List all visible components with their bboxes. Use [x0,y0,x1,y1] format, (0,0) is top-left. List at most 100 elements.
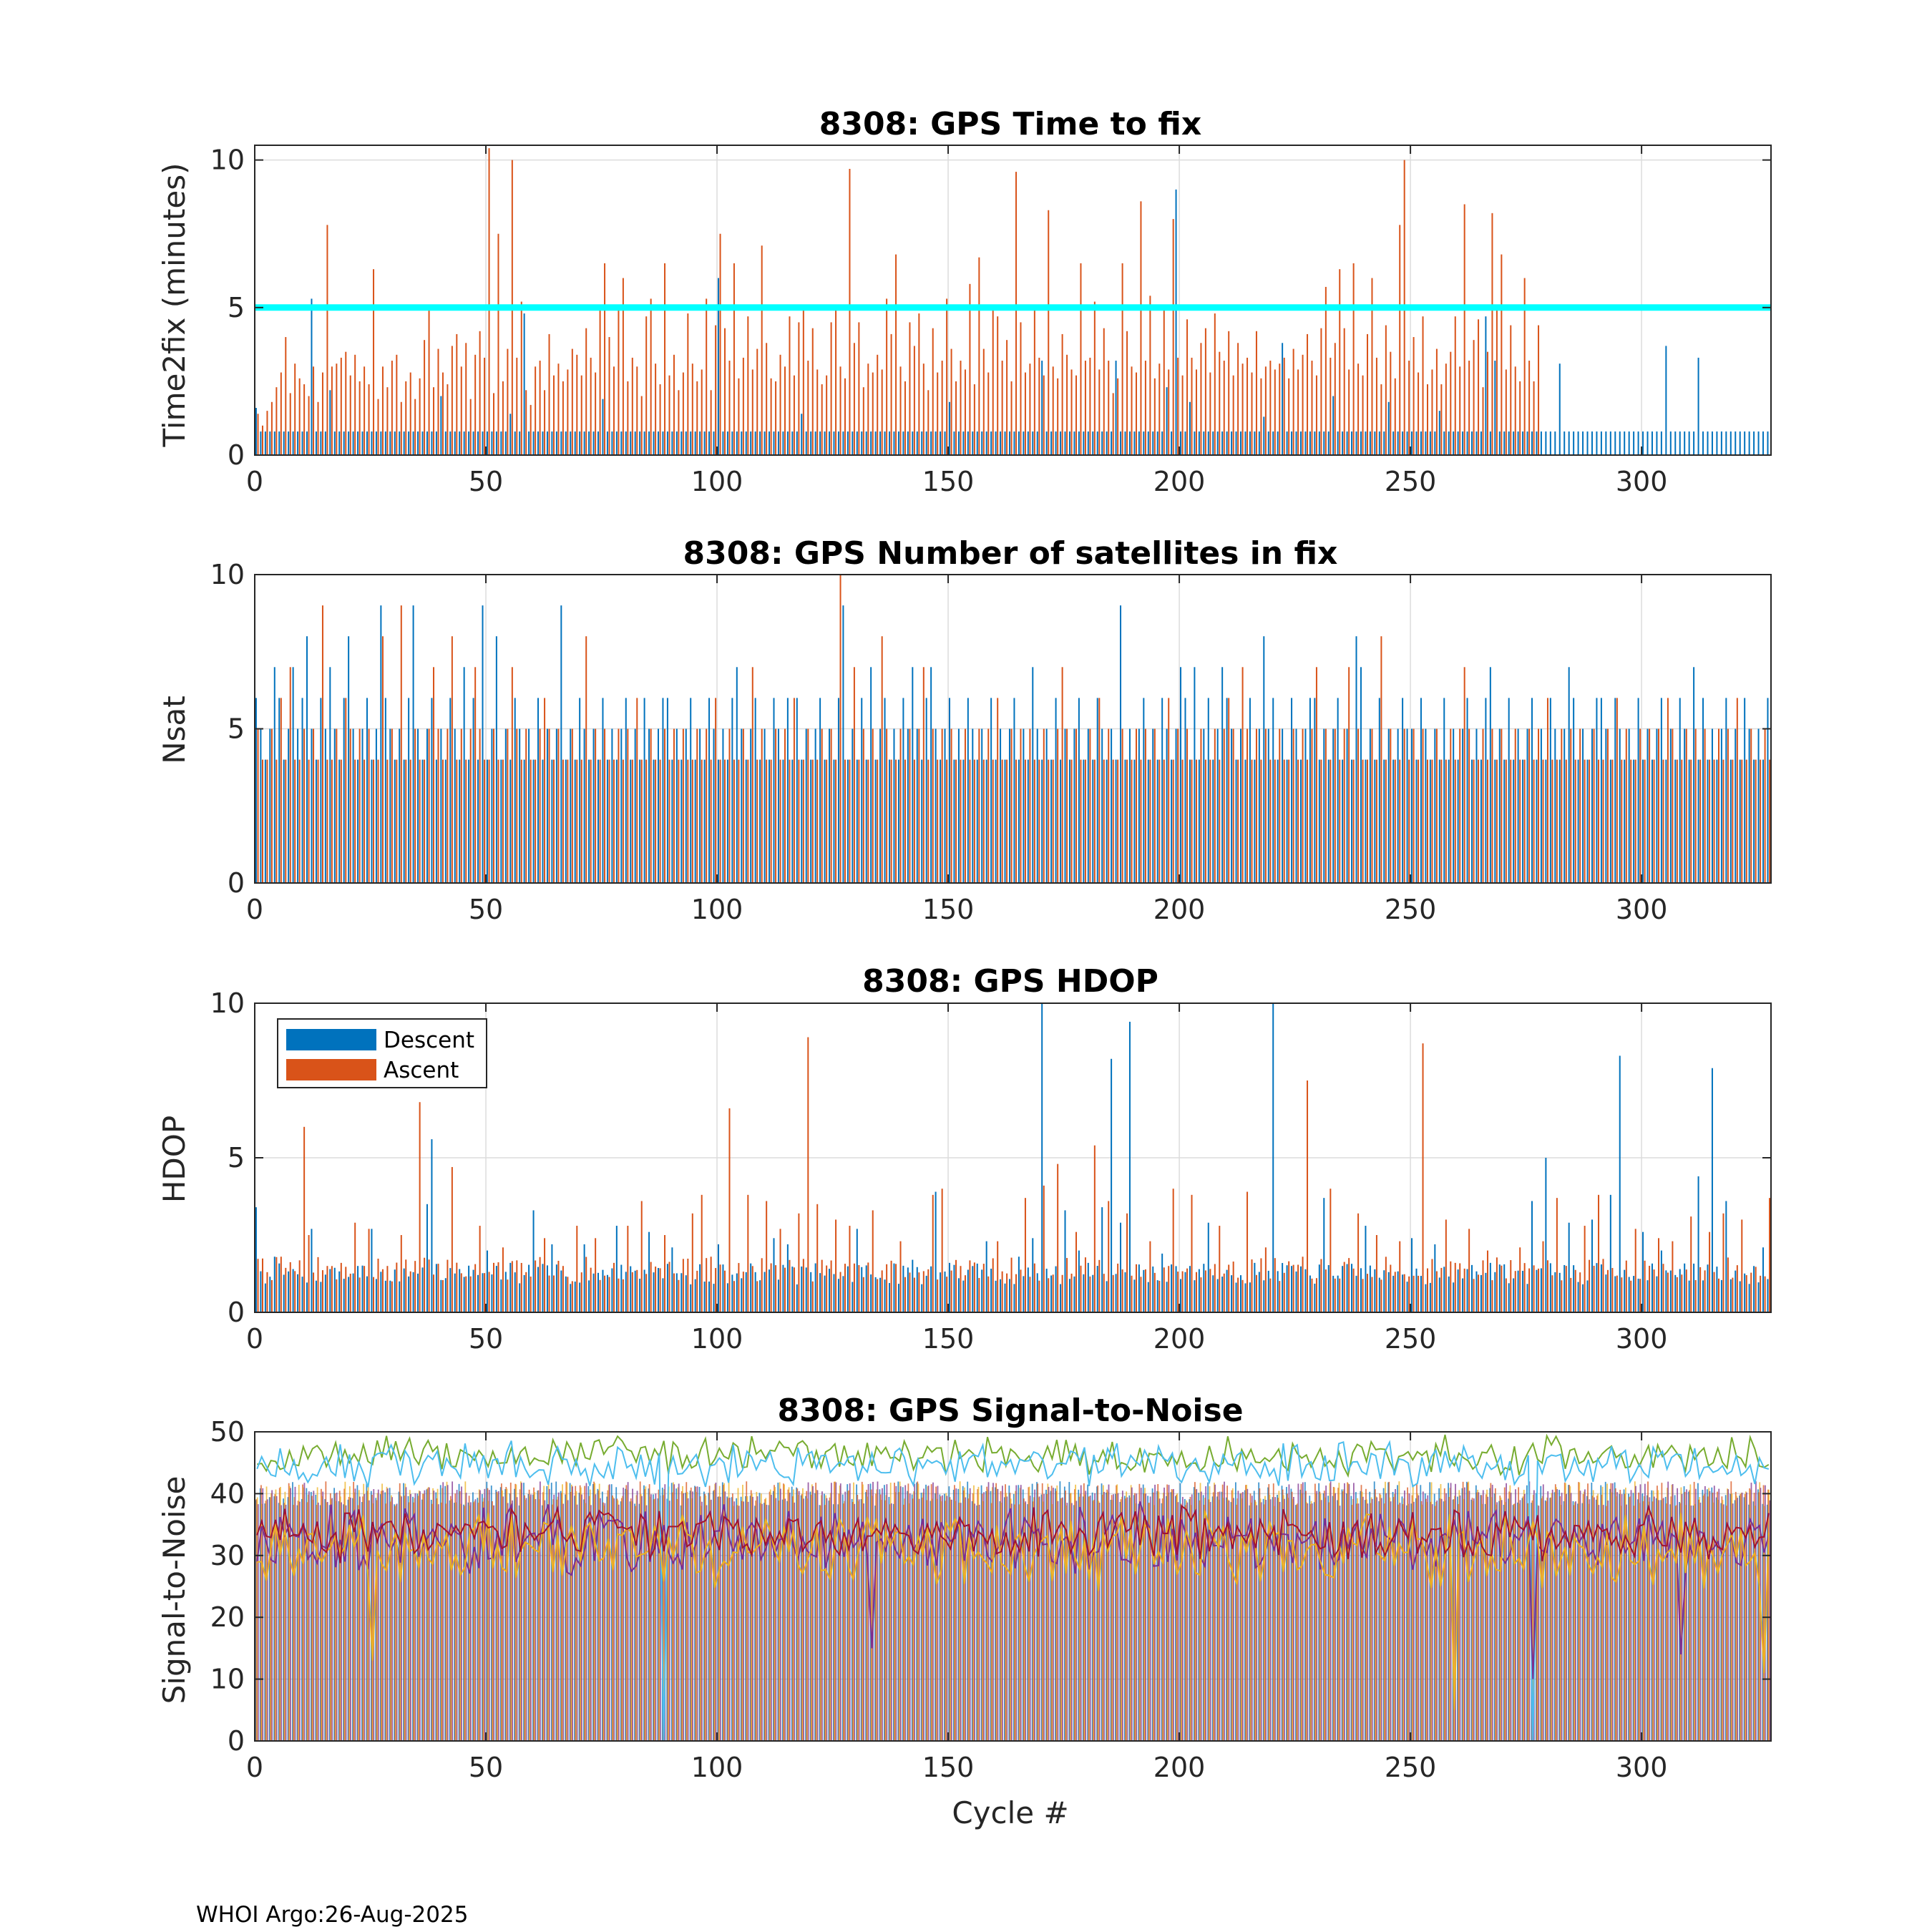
snr-bar [1399,1503,1401,1741]
descent-bar [981,1269,983,1312]
descent-bar [699,728,701,883]
snr-bar [1344,1483,1345,1741]
snr-bar [1060,1498,1062,1741]
descent-bar [916,431,918,455]
snr-bar [694,1485,696,1741]
descent-bar [519,1283,521,1312]
descent-bar [1018,431,1020,455]
descent-bar [1189,759,1191,883]
ascent-bar [960,759,962,883]
ascent-bar [1625,1260,1627,1312]
snr-bar [575,1491,577,1741]
descent-bar [352,431,354,455]
descent-bar [1087,728,1089,883]
snr-bar [1711,1487,1713,1741]
snr-bar [414,1493,416,1741]
descent-bar [759,431,761,455]
ascent-bar [973,759,975,883]
snr-bar [439,1485,441,1741]
snr-bar [1431,1504,1433,1741]
descent-bar [570,431,572,455]
ascent-bar [1093,759,1096,883]
snr-bar [1341,1489,1343,1741]
snr-bar [1382,1488,1385,1741]
snr-bar [325,1481,327,1741]
snr-bar [260,1485,262,1741]
snr-bar [1348,1484,1350,1741]
snr-bar [259,1488,261,1741]
descent-bar [736,1273,738,1312]
snr-bar [293,1497,296,1741]
snr-bar [1186,1502,1189,1741]
descent-bar [874,759,877,883]
descent-bar [1744,431,1746,455]
ascent-bar [424,759,426,883]
descent-bar [338,759,341,883]
ascent-bar [441,759,444,883]
snr-bar [1246,1488,1249,1741]
ascent-bar [1260,378,1262,455]
snr-bar [1735,1491,1737,1741]
snr-bar [514,1488,515,1741]
snr-bar [752,1496,753,1741]
snr-bar [359,1496,361,1741]
x-tick-label: 150 [922,1752,975,1783]
snr-bar [654,1498,656,1741]
descent-bar [1314,1283,1316,1312]
descent-bar [1351,1264,1353,1312]
descent-bar [371,759,373,883]
snr-bar [1116,1484,1118,1741]
snr-bar [1222,1498,1224,1741]
ascent-bar [1052,759,1054,883]
descent-bar [615,759,618,883]
descent-bar [264,431,266,455]
descent-bar [1679,698,1681,883]
snr-bar [1676,1505,1677,1741]
descent-bar [897,759,899,883]
descent-bar [1549,1263,1551,1312]
descent-bar [1291,431,1293,455]
descent-bar [1216,728,1219,883]
x-tick-label: 200 [1153,1323,1206,1355]
snr-bar [917,1481,919,1741]
snr-bar [1103,1491,1105,1741]
snr-bar [835,1482,837,1741]
ascent-bar [1606,728,1609,883]
snr-bar [1116,1485,1117,1741]
ascent-bar [1177,357,1179,455]
descent-bar [791,431,794,455]
snr-bar [778,1501,780,1741]
ascent-bar [1223,361,1225,455]
ascent-bar [691,364,693,455]
snr-bar [949,1497,951,1741]
descent-bar [597,1272,600,1312]
snr-bar [1619,1493,1620,1741]
ascent-bar [1606,1269,1609,1312]
descent-bar [1277,1271,1279,1312]
descent-bar [1438,759,1440,883]
snr-bar [1357,1498,1359,1741]
ascent-bar [313,1272,315,1312]
ascent-bar [424,340,426,455]
snr-bar [737,1488,739,1741]
y-tick-label: 10 [210,1664,245,1695]
ascent-bar [1153,378,1156,455]
snr-bar [1082,1496,1084,1741]
ascent-bar [261,1258,263,1312]
descent-bar [1748,1284,1750,1312]
ascent-bar [802,1259,804,1312]
ascent-bar [793,698,795,883]
snr-bar [1737,1498,1738,1741]
ascent-bar [308,759,310,883]
descent-bar [1748,431,1750,455]
descent-bar [1374,1269,1376,1312]
ascent-bar [1394,378,1396,455]
descent-bar [260,728,262,883]
snr-bar [409,1490,411,1741]
snr-bar [844,1501,845,1741]
ascent-bar [313,366,315,455]
descent-bar [1633,1276,1635,1312]
snr-bar [1000,1503,1002,1741]
x-tick-label: 150 [922,1323,975,1355]
snr-bar [819,1505,821,1741]
